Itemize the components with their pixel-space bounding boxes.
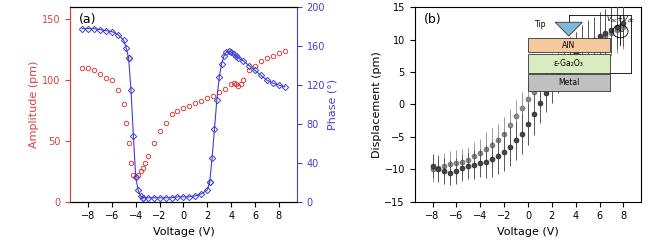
Text: (a): (a) <box>79 13 97 26</box>
X-axis label: Voltage (V): Voltage (V) <box>497 227 559 237</box>
X-axis label: Voltage (V): Voltage (V) <box>152 227 214 237</box>
Y-axis label: Amplitude (pm): Amplitude (pm) <box>29 61 39 148</box>
Y-axis label: Phase (°): Phase (°) <box>328 79 338 130</box>
Y-axis label: Displacement (pm): Displacement (pm) <box>371 51 381 158</box>
Text: (b): (b) <box>424 13 442 26</box>
